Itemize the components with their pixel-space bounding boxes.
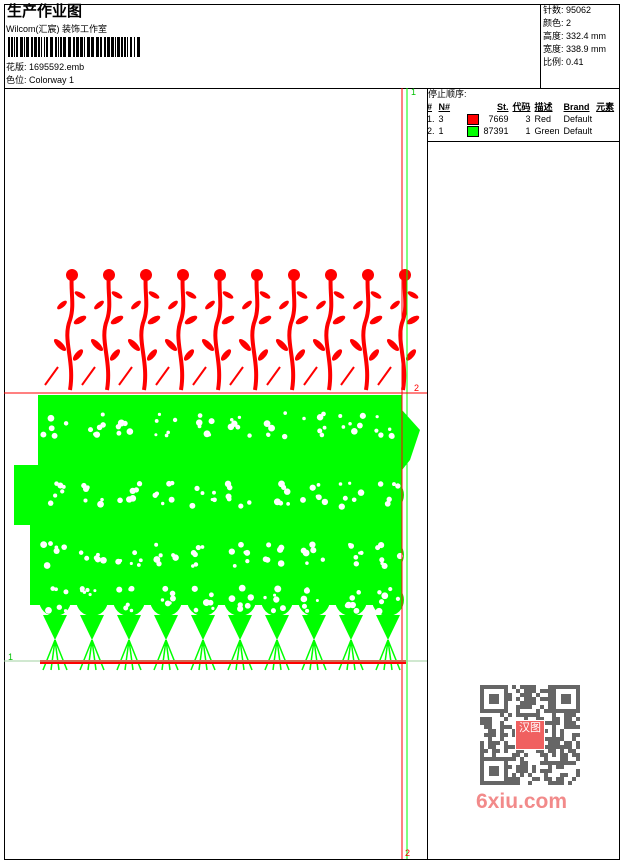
watermark-text: 6xiu.com xyxy=(476,790,568,813)
design-file: 花版: 1695592.emb xyxy=(6,62,84,73)
qr-watermark: 汉图 6xiu.com xyxy=(470,680,585,815)
barcode-bar xyxy=(104,37,106,57)
table-row: 1. 3 7669 3 Red Default xyxy=(427,114,593,126)
marker-right: 2 xyxy=(414,383,420,393)
barcode-bar xyxy=(117,37,120,57)
barcode-bar xyxy=(84,37,85,57)
barcode-bar xyxy=(38,37,40,57)
table-divider xyxy=(427,141,620,142)
table-header: # N# St. 代码 描述 Brand 元素 xyxy=(427,102,615,112)
marker-top: 1 xyxy=(411,87,417,97)
barcode-bar xyxy=(137,37,140,57)
seal-stamp: 汉图 xyxy=(515,720,545,750)
design-value: 1695592.emb xyxy=(29,62,85,72)
barcode-bar xyxy=(60,37,62,57)
barcode-bar xyxy=(46,37,48,57)
barcode-bar xyxy=(34,37,37,57)
barcode-bar xyxy=(80,37,83,57)
colorway-label: 色位: xyxy=(6,75,27,85)
barcode xyxy=(8,37,140,57)
barcode-bar xyxy=(63,37,66,57)
barcode-bar xyxy=(41,37,42,57)
barcode-bar xyxy=(50,37,53,57)
barcode-bar xyxy=(134,37,135,57)
marker-left: 1 xyxy=(8,652,14,662)
barcode-bar xyxy=(130,37,132,57)
barcode-bar xyxy=(127,37,128,57)
barcode-bar xyxy=(24,37,25,57)
table-row: 2. 1 87391 1 Green Default xyxy=(427,126,593,138)
barcode-bar xyxy=(87,37,90,57)
barcode-bar xyxy=(20,37,23,57)
barcode-bar xyxy=(68,37,71,57)
design-width: 宽度: 338.9 mm xyxy=(543,44,607,54)
barcode-bar xyxy=(91,37,94,57)
stitch-count: 针数: 95062 xyxy=(543,5,592,15)
barcode-bar xyxy=(44,37,45,57)
design-label: 花版: xyxy=(6,62,27,72)
colorway: 色位: Colorway 1 xyxy=(6,75,74,86)
barcode-bar xyxy=(55,37,57,57)
barcode-bar xyxy=(96,37,99,57)
barcode-bar xyxy=(16,37,18,57)
barcode-bar xyxy=(107,37,110,57)
red-flower-row xyxy=(44,269,420,391)
embroidery-design xyxy=(4,88,427,859)
barcode-bar xyxy=(121,37,123,57)
barcode-bar xyxy=(115,37,116,57)
barcode-bar xyxy=(26,37,29,57)
barcode-bar xyxy=(14,37,15,57)
barcode-bar xyxy=(58,37,59,57)
marker-bottom: 2 xyxy=(405,848,411,858)
color-swatch-red xyxy=(466,114,479,126)
barcode-bar xyxy=(124,37,126,57)
color-swatch-green xyxy=(466,126,479,138)
design-height: 高度: 332.4 mm xyxy=(543,31,607,41)
color-count: 颜色: 2 xyxy=(543,18,572,28)
colorway-value: Colorway 1 xyxy=(29,75,75,85)
stop-sequence-table: # N# St. 代码 描述 Brand 元素 1. 3 7669 3 Red Def… xyxy=(425,101,616,138)
barcode-bar xyxy=(76,37,79,57)
barcode-bar xyxy=(111,37,114,57)
green-lace-band xyxy=(14,395,420,671)
red-border-line xyxy=(40,660,406,664)
barcode-bar xyxy=(31,37,33,57)
company-name: Wilcom(汇宸) 装饰工作室 xyxy=(6,24,107,34)
barcode-bar xyxy=(8,37,10,57)
page-title: 生产作业图 xyxy=(7,3,83,20)
qr-code xyxy=(480,685,580,785)
barcode-bar xyxy=(11,37,13,57)
barcode-bar xyxy=(73,37,75,57)
stop-sequence-title: 停止顺序: xyxy=(428,89,467,99)
barcode-bar xyxy=(100,37,102,57)
design-scale: 比例: 0.41 xyxy=(543,57,584,67)
